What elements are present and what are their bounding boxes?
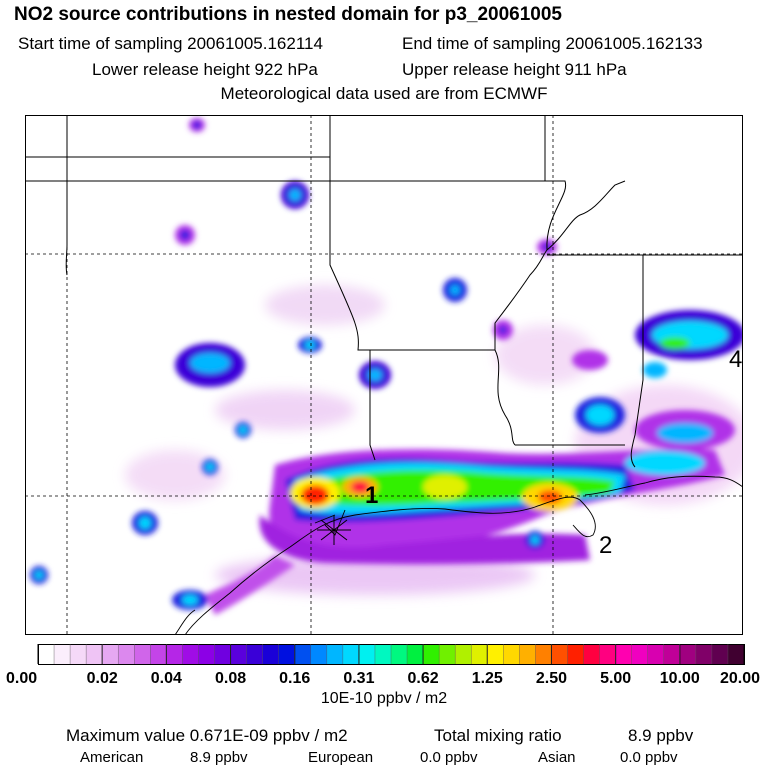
colorbar-tick-label: 0.02 [87,670,118,687]
colorbar-cell [599,644,617,664]
colorbar-cell [551,644,568,664]
american-value: 8.9 ppbv [190,749,248,766]
colorbar-tick-label: 0.08 [215,670,246,687]
lower-height-label: Lower release height 922 hPa [92,60,318,79]
colorbar-tick-label: 5.00 [600,670,631,687]
colorbar-cell [727,644,745,664]
colorbar-cell [711,644,729,664]
colorbar-cell [326,644,344,664]
colorbar-cell [70,644,87,664]
colorbar-cell [230,644,248,664]
colorbar-tick-label: 0.16 [279,670,310,687]
colorbar-cell [198,644,215,664]
colorbar-cell [407,644,424,664]
colorbar-cell [310,644,328,664]
colorbar-cell [86,644,103,664]
map-frame [25,115,743,635]
colorbar-cell [695,644,713,664]
release-site-star-icon [317,515,351,545]
colorbar-cell [423,644,440,664]
colorbar-cell [679,644,697,664]
asian-value: 0.0 ppbv [620,749,678,766]
colorbar-cell [583,644,601,664]
total-mixing-label: Total mixing ratio [434,726,562,745]
colorbar-ticks [37,644,745,664]
colorbar-tick-label: 2.50 [536,670,567,687]
marker-2-label: 2 [599,532,612,559]
map-plot: 1 2 4 [25,115,743,635]
colorbar-units-label: 10E-10 ppbv / m2 [320,690,448,707]
colorbar-cell [439,644,456,664]
colorbar-cell [262,644,280,664]
colorbar-cell [246,644,264,664]
colorbar-tick-label: 20.00 [720,670,760,687]
asian-label: Asian [538,749,576,766]
coastline [174,475,743,635]
marker-1-label: 1 [365,482,378,509]
colorbar: 0.00 0.02 0.04 0.08 0.16 0.31 0.62 1.25 2.50 5.00… [6,644,760,687]
upper-height-label: Upper release height 911 hPa [402,60,627,79]
start-time-label: Start time of sampling 20061005.162114 [18,34,323,53]
colorbar-cell [519,644,536,664]
max-value-label: Maximum value 0.671E-09 ppbv / m2 [66,726,348,745]
colorbar-cell [391,644,408,664]
colorbar-tick-label: 1.25 [472,670,503,687]
colorbar-cell [487,644,504,664]
chart-title: NO2 source contributions in nested domai… [14,4,562,25]
colorbar-cell [535,644,552,664]
end-time-label: End time of sampling 20061005.162133 [402,34,703,53]
colorbar-tick-label: 0.00 [6,670,37,687]
state-boundaries [25,115,743,468]
colorbar-cell [150,644,167,664]
colorbar-cell [102,644,119,664]
met-data-label: Meteorological data used are from ECMWF [220,84,548,103]
american-label: American [80,749,144,766]
lat-lon-grid [25,115,743,635]
european-value: 0.0 ppbv [420,749,478,766]
plume-field [30,118,743,615]
colorbar-cell [118,644,135,664]
colorbar-cell [54,644,71,664]
european-label: European [308,749,374,766]
marker-4-label: 4 [729,346,742,373]
colorbar-tick-label: 0.04 [151,670,182,687]
colorbar-cell [374,644,392,664]
colorbar-cell [278,644,296,664]
colorbar-tick-label: 10.00 [660,670,700,687]
colorbar-cells [38,644,745,664]
colorbar-cell [455,644,472,664]
colorbar-cell [663,644,681,664]
colorbar-cell [567,644,585,664]
colorbar-tick-labels: 0.00 0.02 0.04 0.08 0.16 0.31 0.62 1.25 2.50 5.00… [6,670,760,687]
colorbar-cell [38,644,55,664]
colorbar-cell [294,644,312,664]
colorbar-cell [182,644,199,664]
colorbar-cell [134,644,151,664]
colorbar-tick-label: 0.62 [408,670,439,687]
colorbar-cell [214,644,232,664]
colorbar-cell [166,644,183,664]
colorbar-cell [647,644,665,664]
colorbar-cell [342,644,360,664]
colorbar-cell [358,644,376,664]
colorbar-cell [503,644,520,664]
total-mixing-value: 8.9 ppbv [628,726,694,745]
colorbar-tick-label: 0.31 [343,670,374,687]
colorbar-cell [615,644,633,664]
colorbar-cell [631,644,649,664]
colorbar-cell [471,644,488,664]
